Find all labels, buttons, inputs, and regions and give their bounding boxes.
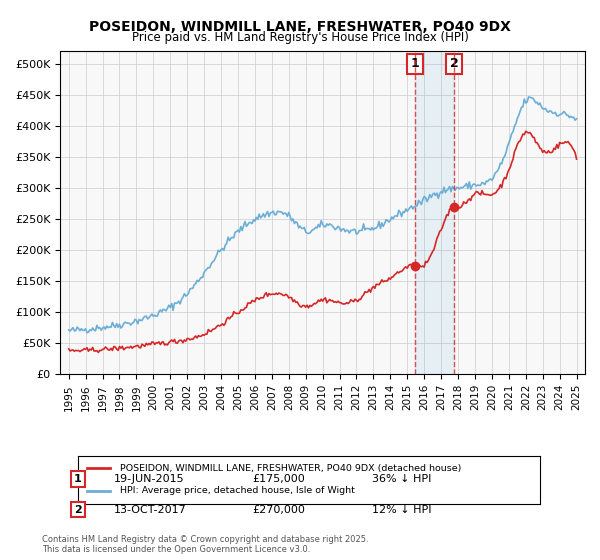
Text: POSEIDON, WINDMILL LANE, FRESHWATER, PO40 9DX (detached house): POSEIDON, WINDMILL LANE, FRESHWATER, PO4… (119, 464, 461, 473)
Text: Contains HM Land Registry data © Crown copyright and database right 2025.
This d: Contains HM Land Registry data © Crown c… (42, 535, 368, 554)
Text: POSEIDON, WINDMILL LANE, FRESHWATER, PO40 9DX: POSEIDON, WINDMILL LANE, FRESHWATER, PO4… (89, 20, 511, 34)
Text: 2: 2 (450, 57, 458, 71)
Text: 1: 1 (411, 57, 419, 71)
Text: 12% ↓ HPI: 12% ↓ HPI (372, 505, 431, 515)
Text: £270,000: £270,000 (252, 505, 305, 515)
Text: 19-JUN-2015: 19-JUN-2015 (114, 474, 185, 484)
Bar (415, 52, 454, 375)
Text: 36% ↓ HPI: 36% ↓ HPI (372, 474, 431, 484)
Text: 13-OCT-2017: 13-OCT-2017 (114, 505, 187, 515)
Text: £175,000: £175,000 (252, 474, 305, 484)
Text: 1: 1 (74, 474, 82, 484)
Text: HPI: Average price, detached house, Isle of Wight: HPI: Average price, detached house, Isle… (119, 486, 355, 495)
Text: 2: 2 (74, 505, 82, 515)
Text: Price paid vs. HM Land Registry's House Price Index (HPI): Price paid vs. HM Land Registry's House … (131, 31, 469, 44)
